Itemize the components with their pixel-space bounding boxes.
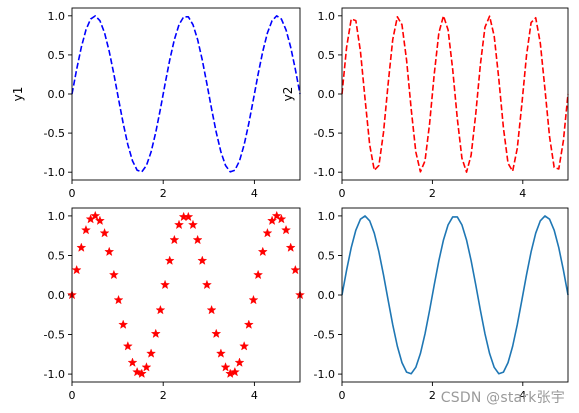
y-axis-label: y2 bbox=[281, 87, 295, 102]
data-point bbox=[188, 219, 198, 230]
x-tick-label: 4 bbox=[519, 389, 526, 402]
data-point bbox=[281, 224, 291, 235]
y-tick-label: -1.0 bbox=[314, 368, 335, 381]
x-tick-label: 0 bbox=[69, 187, 76, 200]
y-axis-label: y1 bbox=[11, 87, 25, 102]
y-tick-label: 0.0 bbox=[318, 289, 336, 302]
series-line bbox=[341, 15, 569, 173]
x-tick-label: 4 bbox=[519, 187, 526, 200]
y-tick-label: -0.5 bbox=[314, 127, 335, 140]
data-point bbox=[220, 362, 231, 372]
y-tick-label: 0.0 bbox=[318, 88, 336, 101]
series-line bbox=[71, 15, 301, 173]
series-line bbox=[341, 215, 569, 375]
data-point bbox=[267, 215, 278, 225]
data-point bbox=[71, 264, 82, 275]
data-point bbox=[146, 348, 157, 358]
axes-frame bbox=[71, 7, 301, 181]
y-tick-label: 0.5 bbox=[48, 249, 66, 262]
y-tick-label: 1.0 bbox=[318, 210, 336, 223]
data-point bbox=[113, 294, 124, 305]
data-point bbox=[248, 294, 259, 305]
subplot-4: 0 2 4 1.0 0.5 0.0 -0.5 -1.0 bbox=[314, 207, 569, 402]
y-tick-label: 0.5 bbox=[48, 49, 66, 62]
data-point bbox=[271, 210, 282, 221]
x-tick-label: 4 bbox=[251, 187, 258, 200]
y-tick-label: -0.5 bbox=[314, 329, 335, 342]
y-tick-label: -1.0 bbox=[44, 368, 65, 381]
data-point bbox=[118, 319, 129, 329]
data-point bbox=[104, 246, 115, 257]
data-point bbox=[164, 255, 175, 265]
data-point bbox=[127, 357, 138, 367]
data-point bbox=[76, 242, 87, 252]
data-point bbox=[169, 234, 180, 245]
data-point bbox=[99, 227, 110, 238]
data-point bbox=[141, 362, 152, 372]
y-tick-label: 0.0 bbox=[48, 289, 66, 302]
data-point bbox=[183, 211, 194, 222]
x-tick-label: 2 bbox=[160, 187, 167, 200]
axes-frame bbox=[71, 207, 301, 383]
y-tick-label: 0.5 bbox=[318, 49, 336, 62]
x-tick-label: 0 bbox=[339, 187, 346, 200]
axes-frame bbox=[341, 7, 569, 181]
subplot-1: 0 2 4 1.0 0.5 0.0 -0.5 -1.0 y1 bbox=[11, 7, 301, 200]
subplot-3: 0 2 4 1.0 0.5 0.0 -0.5 -1.0 bbox=[44, 207, 305, 402]
data-point bbox=[160, 279, 170, 290]
y-tick-label: 1.0 bbox=[48, 10, 66, 23]
y-tick-label: 1.0 bbox=[48, 210, 66, 223]
data-point bbox=[234, 357, 245, 367]
data-point bbox=[206, 304, 217, 315]
y-tick-label: -0.5 bbox=[44, 329, 65, 342]
x-tick-label: 2 bbox=[429, 389, 436, 402]
data-point bbox=[150, 328, 161, 338]
data-point bbox=[262, 227, 273, 238]
axes-frame bbox=[341, 207, 569, 383]
y-tick-label: 1.0 bbox=[318, 10, 336, 23]
data-point bbox=[197, 255, 208, 265]
watermark: CSDN @stark张宇 bbox=[440, 390, 565, 406]
data-point bbox=[229, 366, 240, 377]
data-point bbox=[122, 341, 133, 351]
x-tick-label: 2 bbox=[429, 187, 436, 200]
data-point bbox=[257, 246, 268, 257]
data-point bbox=[211, 328, 222, 338]
data-point bbox=[136, 368, 147, 378]
data-point bbox=[285, 242, 296, 252]
x-tick-label: 0 bbox=[69, 389, 76, 402]
y-tick-label: -1.0 bbox=[44, 166, 65, 179]
data-point bbox=[94, 215, 105, 225]
data-point bbox=[253, 269, 264, 280]
data-point bbox=[108, 269, 119, 280]
series-1 bbox=[67, 210, 305, 378]
y-tick-label: 0.0 bbox=[48, 88, 66, 101]
data-point bbox=[243, 319, 254, 329]
data-point bbox=[192, 234, 203, 245]
data-point bbox=[290, 264, 301, 275]
data-point bbox=[174, 219, 184, 230]
data-point bbox=[202, 279, 212, 290]
data-point bbox=[239, 341, 250, 351]
y-tick-label: 0.5 bbox=[318, 249, 336, 262]
data-point bbox=[215, 348, 226, 358]
y-tick-label: -1.0 bbox=[314, 166, 335, 179]
data-point bbox=[81, 224, 91, 235]
data-point bbox=[90, 210, 101, 221]
x-tick-label: 2 bbox=[160, 389, 167, 402]
y-tick-label: -0.5 bbox=[44, 127, 65, 140]
data-point bbox=[132, 366, 143, 377]
x-tick-label: 0 bbox=[339, 389, 346, 402]
data-point bbox=[155, 304, 166, 315]
x-tick-label: 4 bbox=[251, 389, 258, 402]
data-point bbox=[276, 214, 287, 224]
subplot-2: 0 2 4 1.0 0.5 0.0 -0.5 -1.0 y2 bbox=[281, 7, 569, 200]
